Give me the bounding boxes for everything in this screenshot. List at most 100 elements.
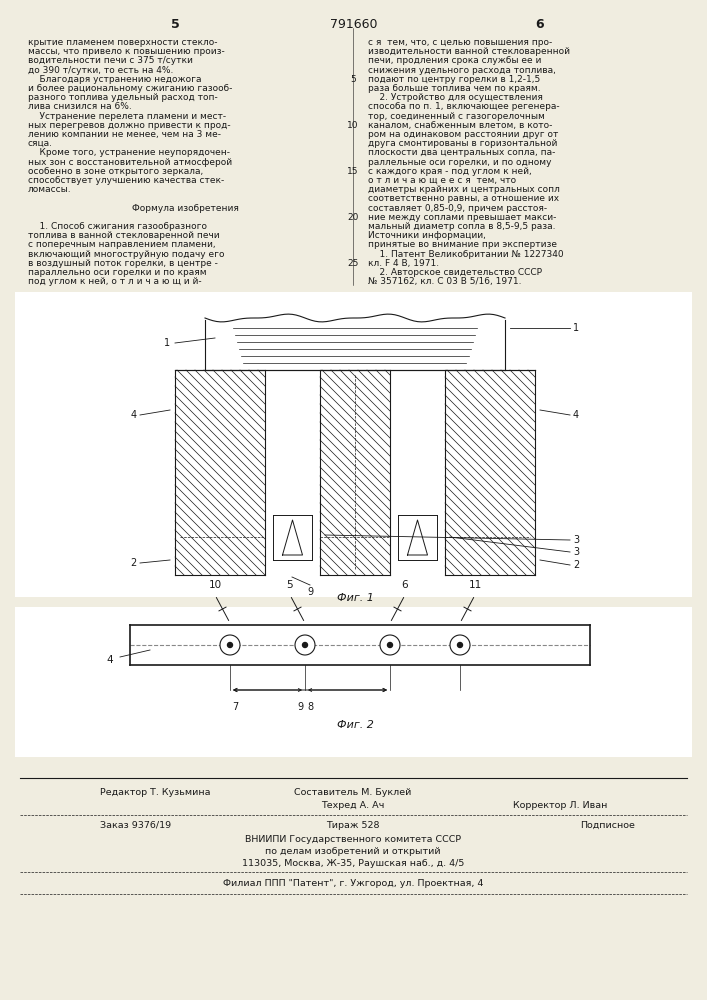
Text: раза больше топлива чем по краям.: раза больше топлива чем по краям.	[368, 84, 541, 93]
Circle shape	[303, 643, 308, 648]
Circle shape	[387, 643, 392, 648]
Text: и более рациональному сжиганию газооб-: и более рациональному сжиганию газооб-	[28, 84, 233, 93]
Text: крытие пламенем поверхности стекло-: крытие пламенем поверхности стекло-	[28, 38, 218, 47]
Text: 9: 9	[297, 702, 303, 712]
Text: ВНИИПИ Государственного комитета СССР: ВНИИПИ Государственного комитета СССР	[245, 835, 461, 844]
Text: 3: 3	[573, 535, 579, 545]
Text: способа по п. 1, включающее регенера-: способа по п. 1, включающее регенера-	[368, 102, 560, 111]
Text: Техред А. Ач: Техред А. Ач	[321, 801, 385, 810]
Text: 4: 4	[107, 655, 113, 665]
Text: диаметры крайних и центральных сопл: диаметры крайних и центральных сопл	[368, 185, 560, 194]
Text: лива снизился на 6%.: лива снизился на 6%.	[28, 102, 132, 111]
Text: 1: 1	[164, 338, 170, 348]
Text: раллельные оси горелки, и по одному: раллельные оси горелки, и по одному	[368, 158, 551, 167]
Text: 8: 8	[307, 702, 313, 712]
Bar	[15, 607, 692, 757]
Circle shape	[380, 635, 400, 655]
Text: составляет 0,85-0,9, причем расстоя-: составляет 0,85-0,9, причем расстоя-	[368, 204, 547, 213]
Text: Источники информации,: Источники информации,	[368, 231, 486, 240]
Text: снижения удельного расхода топлива,: снижения удельного расхода топлива,	[368, 66, 556, 75]
Text: печи, продления срока службы ее и: печи, продления срока службы ее и	[368, 56, 542, 65]
Text: 7: 7	[232, 702, 238, 712]
Text: 15: 15	[347, 167, 358, 176]
Text: 2: 2	[573, 560, 579, 570]
Text: Кроме того, устранение неупорядочен-: Кроме того, устранение неупорядочен-	[28, 148, 230, 157]
Text: под углом к ней, о т л и ч а ю щ и й-: под углом к ней, о т л и ч а ю щ и й-	[28, 277, 201, 286]
Text: соответственно равны, а отношение их: соответственно равны, а отношение их	[368, 194, 559, 203]
Text: кл. F 4 В, 1971.: кл. F 4 В, 1971.	[368, 259, 439, 268]
Text: водительности печи с 375 т/сутки: водительности печи с 375 т/сутки	[28, 56, 193, 65]
Bar	[15, 292, 692, 597]
Circle shape	[457, 643, 462, 648]
Text: 5: 5	[286, 580, 293, 590]
Text: изводительности ванной стекловаренной: изводительности ванной стекловаренной	[368, 47, 570, 56]
Text: о т л и ч а ю щ е е с я  тем, что: о т л и ч а ю щ е е с я тем, что	[368, 176, 516, 185]
Text: ние между соплами превышает макси-: ние между соплами превышает макси-	[368, 213, 556, 222]
Text: 2. Устройство для осуществления: 2. Устройство для осуществления	[368, 93, 543, 102]
Text: Подписное: Подписное	[580, 821, 635, 830]
Text: с каждого края - под углом к ней,: с каждого края - под углом к ней,	[368, 167, 532, 176]
Text: 1: 1	[573, 323, 579, 333]
Text: тор, соединенный с газогорелочным: тор, соединенный с газогорелочным	[368, 112, 545, 121]
Text: 5: 5	[170, 18, 180, 31]
Text: в воздушный поток горелки, в центре -: в воздушный поток горелки, в центре -	[28, 259, 218, 268]
Text: 5: 5	[350, 75, 356, 84]
Text: Филиал ППП "Патент", г. Ужгород, ул. Проектная, 4: Филиал ППП "Патент", г. Ужгород, ул. Про…	[223, 879, 483, 888]
Text: 1. Способ сжигания газообразного: 1. Способ сжигания газообразного	[28, 222, 207, 231]
Text: 6: 6	[536, 18, 544, 31]
Text: каналом, снабженным влетом, в кото-: каналом, снабженным влетом, в кото-	[368, 121, 552, 130]
Text: лению компании не менее, чем на 3 ме-: лению компании не менее, чем на 3 ме-	[28, 130, 221, 139]
Text: 113035, Москва, Ж-35, Раушская наб., д. 4/5: 113035, Москва, Ж-35, Раушская наб., д. …	[242, 859, 464, 868]
Text: сяца.: сяца.	[28, 139, 53, 148]
Text: друга смонтированы в горизонтальной: друга смонтированы в горизонтальной	[368, 139, 557, 148]
Text: Фиг. 1: Фиг. 1	[337, 593, 373, 603]
Text: Благодаря устранению недожога: Благодаря устранению недожога	[28, 75, 201, 84]
Text: особенно в зоне открытого зеркала,: особенно в зоне открытого зеркала,	[28, 167, 203, 176]
Text: Формула изобретения: Формула изобретения	[132, 204, 238, 213]
Text: Заказ 9376/19: Заказ 9376/19	[100, 821, 171, 830]
Text: 25: 25	[347, 259, 358, 268]
Text: 791660: 791660	[329, 18, 378, 31]
Text: Составитель М. Буклей: Составитель М. Буклей	[294, 788, 411, 797]
Text: с поперечным направлением пламени,: с поперечным направлением пламени,	[28, 240, 216, 249]
Text: массы, что привело к повышению произ-: массы, что привело к повышению произ-	[28, 47, 225, 56]
Text: 20: 20	[347, 213, 358, 222]
Text: до 390 т/сутки, то есть на 4%.: до 390 т/сутки, то есть на 4%.	[28, 66, 173, 75]
Text: мальный диаметр сопла в 8,5-9,5 раза.: мальный диаметр сопла в 8,5-9,5 раза.	[368, 222, 556, 231]
Text: 9: 9	[307, 587, 313, 597]
Text: Устранение перелета пламени и мест-: Устранение перелета пламени и мест-	[28, 112, 226, 121]
Text: ных перегревов должно привести к прод-: ных перегревов должно привести к прод-	[28, 121, 230, 130]
Text: ломассы.: ломассы.	[28, 185, 71, 194]
Circle shape	[220, 635, 240, 655]
Text: разного топлива удельный расход топ-: разного топлива удельный расход топ-	[28, 93, 218, 102]
Text: принятые во внимание при экспертизе: принятые во внимание при экспертизе	[368, 240, 557, 249]
Text: 6: 6	[402, 580, 409, 590]
Text: Тираж 528: Тираж 528	[326, 821, 380, 830]
Text: 10: 10	[209, 580, 221, 590]
Text: 3: 3	[573, 547, 579, 557]
Text: способствует улучшению качества стек-: способствует улучшению качества стек-	[28, 176, 224, 185]
Text: 11: 11	[468, 580, 481, 590]
Text: 1. Патент Великобритании № 1227340: 1. Патент Великобритании № 1227340	[368, 250, 563, 259]
Circle shape	[228, 643, 233, 648]
Text: ром на одинаковом расстоянии друг от: ром на одинаковом расстоянии друг от	[368, 130, 559, 139]
Text: топлива в ванной стекловаренной печи: топлива в ванной стекловаренной печи	[28, 231, 220, 240]
Text: Редактор Т. Кузьмина: Редактор Т. Кузьмина	[100, 788, 210, 797]
Text: параллельно оси горелки и по краям: параллельно оси горелки и по краям	[28, 268, 206, 277]
Text: 4: 4	[573, 410, 579, 420]
Circle shape	[450, 635, 470, 655]
Text: по делам изобретений и открытий: по делам изобретений и открытий	[265, 847, 440, 856]
Circle shape	[295, 635, 315, 655]
Text: Фиг. 2: Фиг. 2	[337, 720, 373, 730]
Text: 2. Авторское свидетельство СССР: 2. Авторское свидетельство СССР	[368, 268, 542, 277]
Text: 2: 2	[131, 558, 137, 568]
Text: № 357162, кл. С 03 В 5/16, 1971.: № 357162, кл. С 03 В 5/16, 1971.	[368, 277, 522, 286]
Text: Корректор Л. Иван: Корректор Л. Иван	[513, 801, 607, 810]
Text: подают по центру горелки в 1,2-1,5: подают по центру горелки в 1,2-1,5	[368, 75, 540, 84]
Text: 10: 10	[347, 121, 358, 130]
Text: включающий многоструйную подачу его: включающий многоструйную подачу его	[28, 250, 225, 259]
Text: ных зон с восстановительной атмосферой: ных зон с восстановительной атмосферой	[28, 158, 232, 167]
Text: 4: 4	[131, 410, 137, 420]
Text: с я  тем, что, с целью повышения про-: с я тем, что, с целью повышения про-	[368, 38, 552, 47]
Text: плоскости два центральных сопла, па-: плоскости два центральных сопла, па-	[368, 148, 556, 157]
